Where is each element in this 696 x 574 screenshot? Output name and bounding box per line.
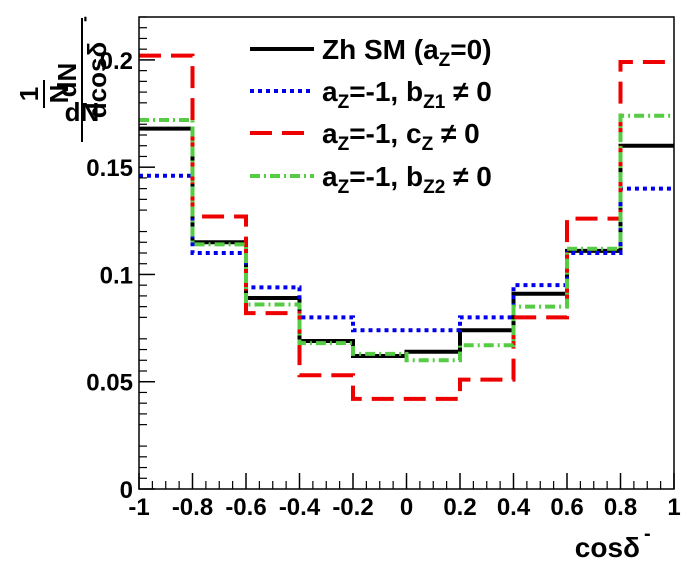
legend-label: Zh SM (aZ=0): [322, 34, 492, 71]
legend-label: aZ=-1, bZ1 ≠ 0: [322, 76, 492, 113]
ticks-layer: [138, 16, 675, 490]
x-tick-label: -0.8: [172, 494, 213, 521]
series-line-3: [139, 53, 674, 401]
x-tick-label: -0.2: [332, 494, 373, 521]
y-tick-labels: 0 0.05 0.1 0.15 0.2: [86, 48, 133, 504]
x-tick-label: 0.4: [497, 494, 531, 521]
series-line-4: [139, 113, 674, 363]
x-axis-title-text: cosδ: [575, 532, 640, 563]
legend-entry-1: Zh SM (aZ=0): [250, 34, 492, 71]
x-tick-label: 0.8: [604, 494, 637, 521]
x-tick-label: 0.2: [443, 494, 476, 521]
legend-entry-2: aZ=-1, bZ1 ≠ 0: [250, 76, 492, 113]
y-tick-label: 0.1: [100, 262, 133, 289]
x-tick-label: -0.6: [225, 494, 266, 521]
x-tick-label: 0: [400, 494, 413, 521]
x-tick-label: -0.4: [279, 494, 321, 521]
y-axis-title-one: 1: [14, 87, 44, 101]
y-tick-label: 0.05: [86, 370, 133, 397]
y-axis-title-n: N: [44, 85, 74, 104]
x-axis-title-superscript: -: [644, 523, 651, 545]
y-axis-title: 1 N dN: [14, 80, 99, 127]
legend-entry-3: aZ=-1, cZ ≠ 0: [250, 118, 480, 155]
x-tick-label: 0.6: [550, 494, 583, 521]
y-axis-title-numerator: dN: [52, 63, 82, 98]
x-tick-label: 1: [667, 494, 680, 521]
series-layer: [139, 53, 674, 401]
x-tick-labels: -1 -0.8 -0.6 -0.4 -0.2 0 0.2 0.4 0.6 0.8 1: [128, 494, 680, 521]
y-axis-title-denominator: dcosδ: [82, 42, 112, 118]
y-axis-title-fraction: dN dcosδ -: [52, 16, 112, 142]
y-tick-label: 0.15: [86, 155, 133, 182]
y-tick-label: 0: [120, 477, 133, 504]
x-axis-title: cosδ: [575, 532, 640, 563]
legend-entry-4: aZ=-1, bZ2 ≠ 0: [250, 161, 492, 198]
x-tick-label: -1: [128, 494, 149, 521]
legend-label: aZ=-1, bZ2 ≠ 0: [322, 161, 492, 198]
y-tick-label: 0.2: [100, 48, 133, 75]
y-axis-title-denominator-sup: -: [74, 16, 94, 22]
legend: Zh SM (aZ=0) aZ=-1, bZ1 ≠ 0 aZ=-1, cZ ≠ 0 a…: [250, 34, 492, 198]
legend-label: aZ=-1, cZ ≠ 0: [322, 118, 480, 155]
